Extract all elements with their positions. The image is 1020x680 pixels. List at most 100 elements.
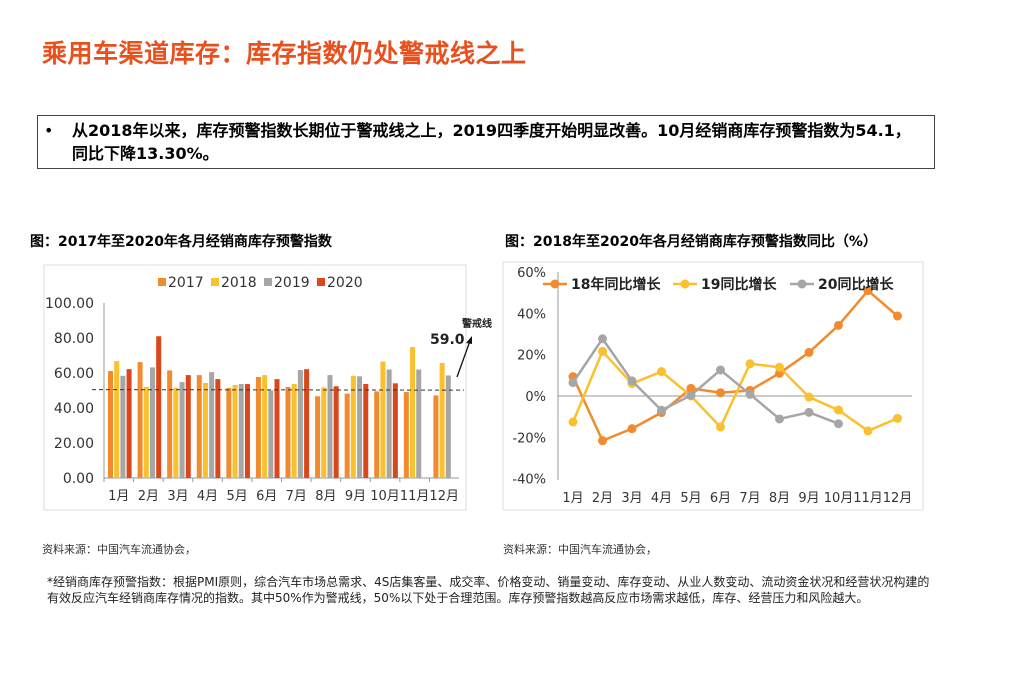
bar-x-tick-label: 9月 [345,489,366,504]
page-title: 乘用车渠道库存：库存指数仍处警戒线之上 [42,39,527,68]
bar-2018 [262,375,268,478]
bar-x-tick-label: 10月 [370,489,400,504]
line-x-tick-label: 10月 [824,491,854,506]
bar-2018 [143,387,149,478]
point-20同比增长 [716,365,725,375]
bar-2017 [433,395,439,478]
line-x-tick-label: 8月 [769,491,790,506]
legend-swatch-2017 [158,278,166,286]
bar-2019 [416,369,422,478]
warning-arrowhead [466,336,472,344]
legend-marker-18年同比增长 [550,279,560,289]
point-20同比增长 [686,390,696,400]
bar-2020 [215,379,221,478]
legend-label-18年同比增长: 18年同比增长 [571,276,661,293]
bar-chart-frame [43,264,467,511]
bar-2017 [196,375,202,478]
summary-box [37,115,935,169]
line-20同比增长 [571,336,839,425]
point-19同比增长 [716,422,725,432]
warning-value-label: 59.0 [430,332,465,348]
line-y-tick-label: 0% [525,390,546,405]
point-18年同比增长 [834,320,843,330]
line-y-tick-label: 40% [517,307,546,322]
bar-2020 [363,384,369,478]
source-right: 资料来源：中国汽车流通协会， [503,543,657,556]
bar-chart-title: 图：2017年至2020年各月经销商库存预警指数 [30,234,332,250]
point-20同比增长 [627,376,637,386]
line-18年同比增长 [571,288,899,443]
point-19同比增长 [657,367,666,377]
bar-2019 [386,369,392,478]
line-x-tick-label: 6月 [710,491,731,506]
point-19同比增长 [745,359,755,369]
legend-marker-19同比增长 [680,279,690,289]
bar-2018 [232,385,238,478]
point-18年同比增长 [893,311,902,321]
point-20同比增长 [657,405,666,415]
bar-x-tick-label: 2月 [138,489,159,504]
bar-x-tick-label: 7月 [286,489,307,504]
bar-2017 [403,392,409,478]
bar-2019 [445,375,451,478]
bar-2018 [114,361,120,478]
point-19同比增长 [834,405,843,415]
point-18年同比增长 [686,383,696,393]
source-left: 资料来源：中国汽车流通协会， [42,543,196,556]
line-x-tick-label: 3月 [621,491,642,506]
bar-2019 [238,384,244,478]
bar-x-tick-label: 4月 [197,489,218,504]
point-19同比增长 [775,362,784,372]
line-y-tick-label: 60% [517,266,546,281]
bar-2019 [297,370,303,478]
bar-2018 [350,375,356,478]
point-20同比增长 [568,378,578,388]
legend-swatch-2018 [211,278,219,286]
bar-x-tick-label: 11月 [400,489,430,504]
line-x-tick-label: 2月 [592,491,613,506]
line-y-tick-label: -40% [512,473,546,488]
bar-x-tick-label: 12月 [429,489,459,504]
line-x-tick-label: 1月 [562,491,583,506]
point-18年同比增长 [716,388,725,398]
bar-2017 [255,377,261,478]
line-x-tick-label: 5月 [680,491,701,506]
bar-x-tick-label: 5月 [226,489,247,504]
bar-2019 [179,382,185,478]
legend-marker-20同比增长 [797,279,807,289]
warning-line-label: 警戒线 [461,317,492,330]
bar-2020 [156,336,162,478]
bar-2017 [108,371,113,478]
bar-2017 [315,396,321,478]
bar-2019 [357,376,363,478]
bar-2018 [410,347,416,478]
bar-2019 [149,367,155,478]
bar-x-tick-label: 8月 [315,489,336,504]
bar-y-tick-label: 0.00 [63,471,94,487]
line-x-tick-label: 11月 [853,491,883,506]
point-19同比增长 [893,413,902,423]
point-18年同比增长 [804,347,814,357]
legend-label-19同比增长: 19同比增长 [701,276,777,293]
warning-arrow [456,340,471,378]
bar-2020 [333,386,339,478]
line-chart-frame [502,261,924,511]
bar-x-tick-label: 1月 [108,489,129,504]
bar-2018 [380,361,386,478]
line-x-tick-label: 12月 [883,491,913,506]
summary-text: 从2018年以来，库存预警指数长期位于警戒线之上，2019四季度开始明显改善。1… [72,121,911,163]
bar-2017 [226,388,232,478]
bar-2017 [167,370,173,478]
bar-2020 [392,383,398,478]
bar-y-tick-label: 80.00 [54,331,94,347]
point-18年同比增长 [863,286,873,296]
legend-label-20同比增长: 20同比增长 [818,276,894,293]
line-x-tick-label: 4月 [651,491,672,506]
bar-2017 [137,362,143,478]
point-19同比增长 [598,346,607,356]
line-x-tick-label: 7月 [739,491,760,506]
point-20同比增长 [598,334,607,344]
legend-swatch-2020 [317,278,325,286]
line-y-tick-label: 20% [517,349,546,364]
